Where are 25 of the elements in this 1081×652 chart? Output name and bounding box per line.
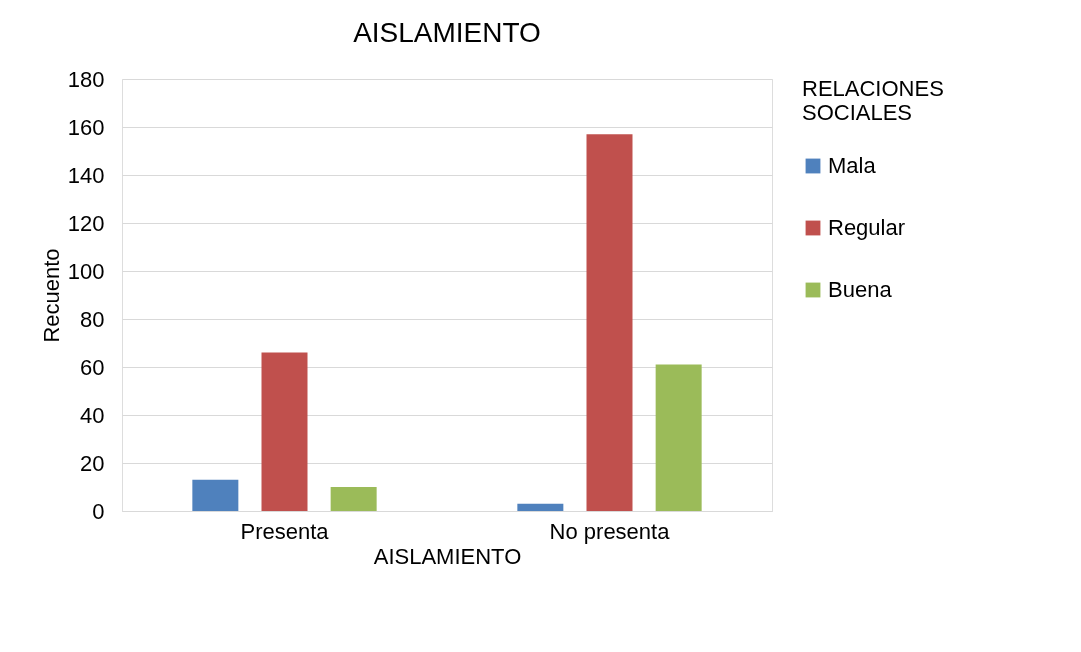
- y-tick-label: 80: [80, 306, 105, 332]
- y-tick-label: 160: [67, 114, 105, 140]
- y-tick-label: 180: [67, 66, 105, 92]
- y-tick-label: 0: [92, 498, 105, 524]
- y-tick-label: 20: [80, 450, 105, 476]
- y-tick-label: 40: [80, 402, 105, 428]
- y-tick-label: 120: [67, 210, 105, 236]
- bar: [330, 487, 377, 511]
- bar: [192, 479, 239, 511]
- bar: [517, 503, 564, 511]
- bar: [586, 134, 633, 511]
- bar: [261, 352, 308, 511]
- y-tick-label: 100: [67, 258, 105, 284]
- y-axis-title: Recuento: [38, 248, 64, 343]
- y-tick-label: 140: [67, 162, 105, 188]
- chart-title: AISLAMIENTO: [353, 17, 541, 48]
- x-tick-label: No presenta: [549, 518, 671, 544]
- y-tick-label: 60: [80, 354, 105, 380]
- bar: [655, 364, 702, 511]
- x-axis-title: AISLAMIENTO: [373, 543, 522, 569]
- legend-title: RELACIONES SOCIALES: [802, 76, 944, 125]
- legend-label: Mala: [828, 153, 877, 178]
- legend-label: Buena: [828, 277, 893, 302]
- x-tick-label: Presenta: [240, 518, 330, 544]
- legend-label: Regular: [828, 215, 906, 240]
